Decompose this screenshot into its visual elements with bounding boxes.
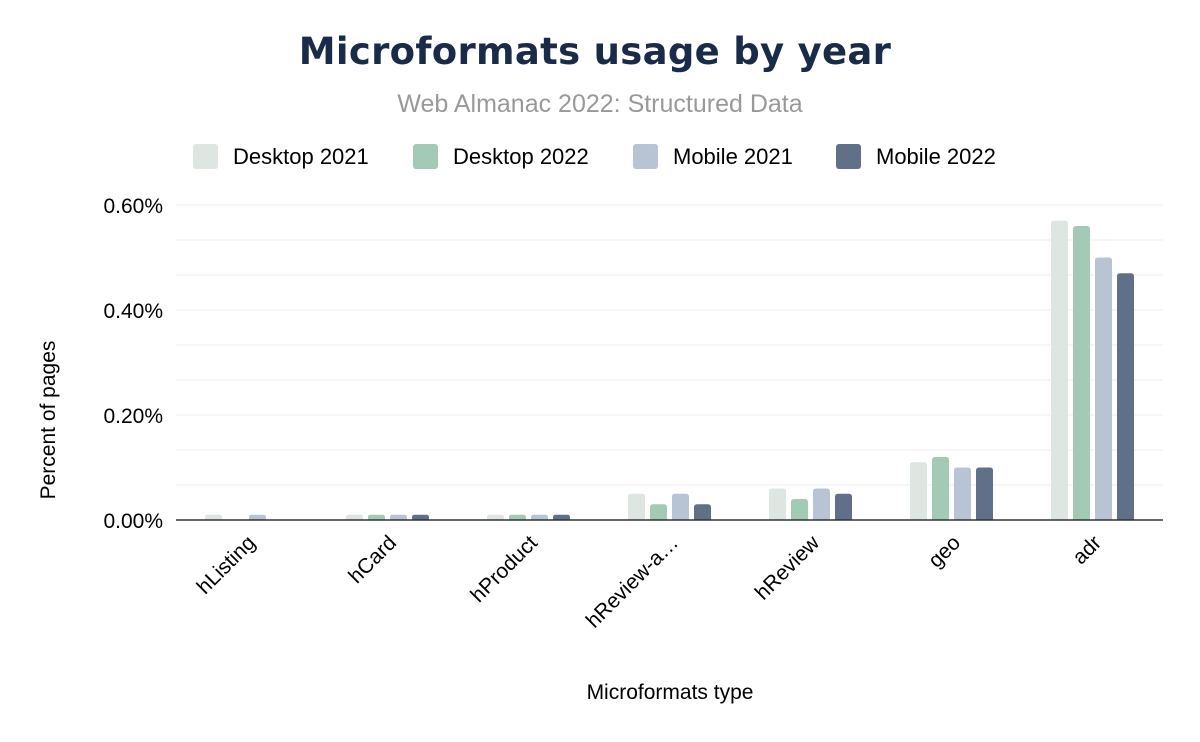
x-tick-label: hListing	[193, 531, 260, 598]
legend: Desktop 2021 Desktop 2022 Mobile 2021 Mobil…	[193, 144, 996, 169]
chart-title: Microformats usage by year	[298, 30, 892, 73]
legend-swatch	[413, 144, 438, 169]
x-axis-ticks: hListing hCard hProduct hReview-a… hReview ge…	[193, 531, 1106, 633]
bar	[1051, 220, 1068, 520]
bar	[487, 514, 504, 520]
gridlines	[176, 204, 1163, 486]
legend-label: Desktop 2022	[453, 144, 589, 169]
legend-label: Desktop 2021	[233, 144, 369, 169]
bar	[835, 493, 852, 520]
bar	[813, 488, 830, 520]
x-axis-label: Microformats type	[587, 681, 754, 704]
y-tick-label: 0.40%	[103, 300, 163, 323]
legend-swatch	[633, 144, 658, 169]
chart-subtitle: Web Almanac 2022: Structured Data	[397, 90, 803, 118]
bar	[954, 467, 971, 520]
legend-swatch	[836, 144, 861, 169]
bar	[932, 457, 949, 520]
bar	[1095, 257, 1112, 520]
bar	[412, 514, 429, 520]
bars	[205, 220, 1134, 520]
x-tick-label: hProduct	[466, 531, 542, 607]
bar	[672, 493, 689, 520]
legend-label: Mobile 2021	[673, 144, 793, 169]
legend-label: Mobile 2022	[876, 144, 996, 169]
bar	[531, 514, 548, 520]
bar	[205, 514, 222, 520]
y-axis-label: Percent of pages	[37, 341, 60, 500]
bar	[509, 514, 526, 520]
bar	[694, 504, 711, 520]
bar	[553, 514, 570, 520]
y-axis-ticks: 0.00% 0.20% 0.40% 0.60%	[103, 195, 163, 533]
bar	[628, 493, 645, 520]
bar	[769, 488, 786, 520]
bar	[346, 514, 363, 520]
x-tick-label: hReview	[751, 531, 825, 605]
x-tick-label: hCard	[344, 531, 401, 588]
bar	[650, 504, 667, 520]
legend-swatch	[193, 144, 218, 169]
bar	[368, 514, 385, 520]
y-tick-label: 0.00%	[103, 510, 163, 533]
x-tick-label: hReview-a…	[582, 531, 683, 632]
bar	[249, 514, 266, 520]
x-tick-label: adr	[1068, 531, 1106, 569]
y-tick-label: 0.20%	[103, 405, 163, 428]
bar	[1117, 273, 1134, 520]
bar	[1073, 226, 1090, 520]
bar	[390, 514, 407, 520]
bar	[910, 462, 927, 520]
bar	[791, 499, 808, 520]
y-tick-label: 0.60%	[103, 195, 163, 218]
x-tick-label: geo	[924, 531, 965, 572]
bar	[976, 467, 993, 520]
